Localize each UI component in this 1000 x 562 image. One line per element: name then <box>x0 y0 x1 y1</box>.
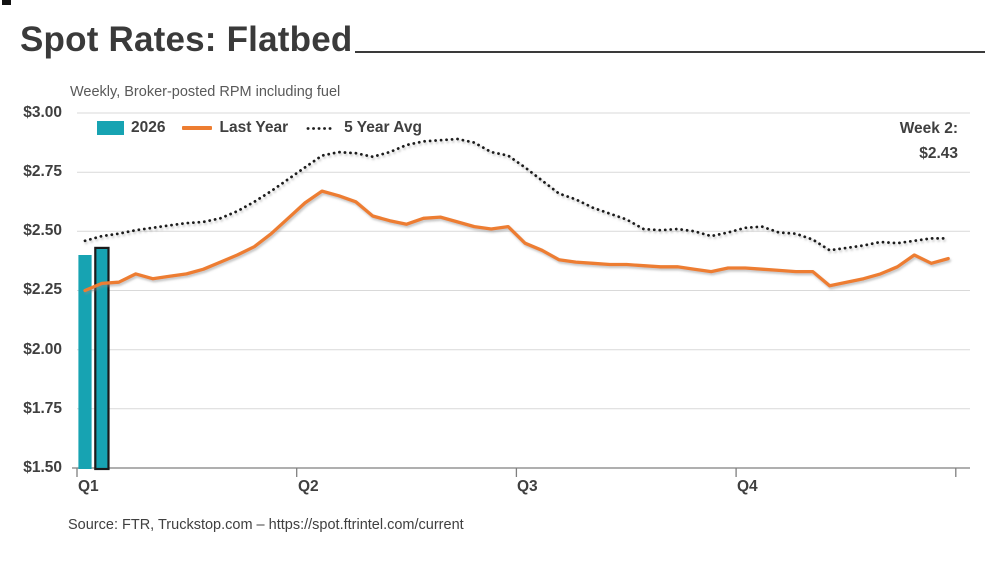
header: Spot Rates: Flatbed <box>20 20 985 59</box>
chart-subtitle: Weekly, Broker-posted RPM including fuel <box>70 84 341 100</box>
dotted-line-swatch-icon <box>306 126 337 130</box>
chart-legend: 2026 Last Year 5 Year Avg <box>97 119 422 137</box>
y-tick-label: $2.75 <box>23 163 62 180</box>
legend-label: Last Year <box>219 119 289 136</box>
last-year-line <box>83 189 950 293</box>
bar-2026-week-1 <box>78 255 92 469</box>
annotation-value: $2.43 <box>919 145 958 162</box>
y-tick-label: $2.50 <box>23 222 62 239</box>
y-tick-label: $3.00 <box>23 104 62 121</box>
line-swatch-icon <box>182 126 213 130</box>
legend-label: 5 Year Avg <box>344 119 422 136</box>
bar-2026-week-2 <box>94 246 110 471</box>
page-title: Spot Rates: Flatbed <box>20 20 353 59</box>
screenshot-edge-artifact <box>2 0 11 5</box>
y-tick-label: $2.25 <box>23 281 62 298</box>
title-underline <box>355 50 985 53</box>
legend-item-2026: 2026 <box>97 119 165 137</box>
source-note: Source: FTR, Truckstop.com – https://spo… <box>68 517 464 533</box>
legend-item-5-year-avg: 5 Year Avg <box>305 119 422 137</box>
x-tick-label-q1: Q1 <box>78 478 99 495</box>
current-week-annotation: Week 2: $2.43 <box>900 116 958 166</box>
y-tick-label: $2.00 <box>23 341 62 358</box>
legend-item-last-year: Last Year <box>182 119 288 137</box>
annotation-week-label: Week 2: <box>899 120 958 137</box>
x-tick-label-q4: Q4 <box>737 478 758 495</box>
y-tick-label: $1.75 <box>23 400 62 417</box>
x-tick-label-q3: Q3 <box>517 478 538 495</box>
bar-swatch-icon <box>97 121 124 135</box>
legend-label: 2026 <box>131 119 166 136</box>
x-tick-label-q2: Q2 <box>298 478 319 495</box>
y-tick-label: $1.50 <box>23 459 62 476</box>
chart-plot-area <box>72 112 970 478</box>
five-year-avg-line <box>83 137 950 252</box>
